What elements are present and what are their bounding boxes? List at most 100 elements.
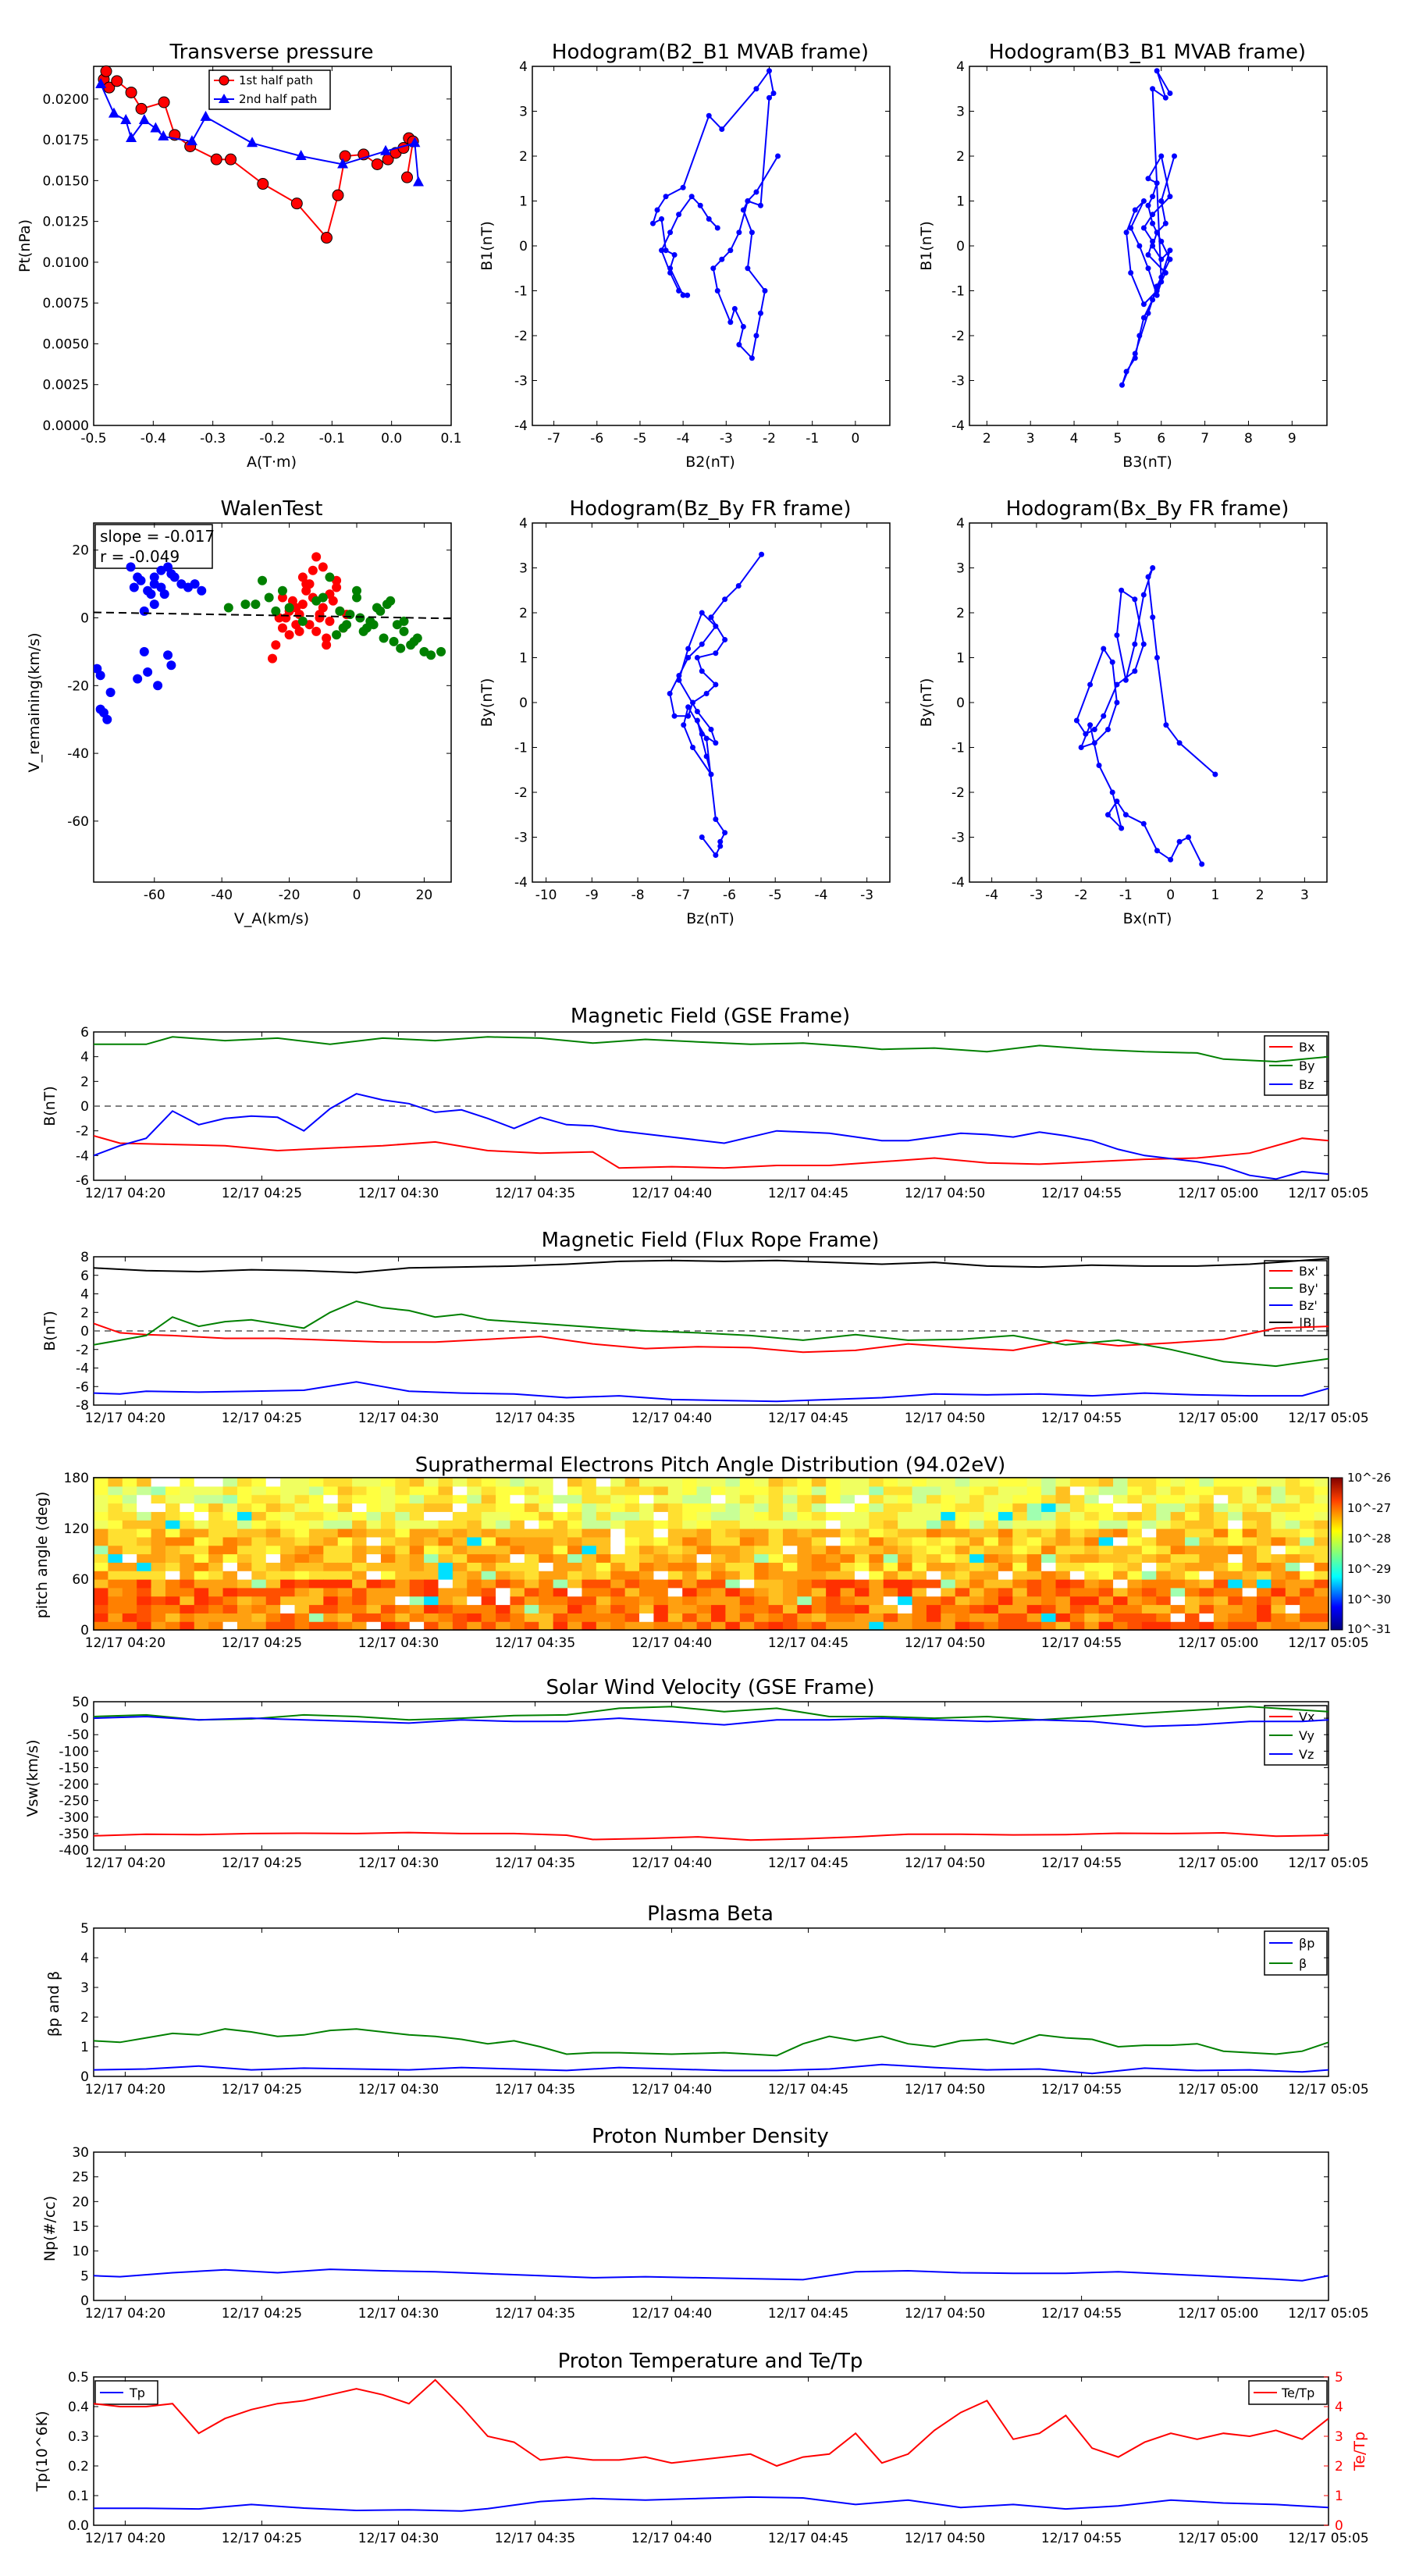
pad-cell [1041,1503,1057,1512]
pad-cell [337,1485,353,1496]
pad-cell [1257,1494,1272,1504]
hodo_b3b1-point [1123,368,1129,375]
tp-ytick-label-5: 0.5 [68,2370,89,2386]
pad-cell [1113,1494,1129,1504]
hodo_b3b1-xtick-label-0: 2 [983,431,991,447]
pad-cell [180,1613,195,1622]
pad-cell [955,1536,970,1546]
mag_fr-ytick-label-8: 8 [80,1250,89,1265]
pad-cell [711,1478,726,1487]
pad-cell [151,1528,166,1538]
pad-cell [1026,1520,1042,1529]
pad-cell [711,1528,726,1538]
pad-cell [811,1478,827,1487]
hodo_bzby-point [713,817,719,822]
pad-cell [108,1520,123,1529]
hodo_bxby-path [1076,568,1216,865]
hodo_bzby-point [722,596,728,603]
pad-cell [639,1562,655,1571]
pad-cell [840,1536,855,1546]
pad-cell [1285,1485,1300,1496]
pad-cell [366,1478,382,1487]
pad-cell [582,1520,597,1529]
hodo_b2b1-point [727,247,734,254]
pad-cell [1098,1587,1114,1597]
pt-ytick-label-4: 0.0100 [43,255,89,271]
pad-cell [768,1587,784,1597]
hodo_b3b1-point [1167,91,1173,96]
vsw-xtick-label-9: 12/17 05:05 [1288,1856,1368,1871]
pad-cell [294,1485,310,1496]
pad-cell [1098,1503,1114,1512]
pad-cell [768,1613,784,1622]
pad-cell [869,1511,884,1521]
pad-cell [1300,1587,1315,1597]
pad-cell [524,1571,539,1580]
hodo_bzby-point [694,717,700,724]
pad-cell [1314,1621,1329,1631]
pad-cell [797,1579,813,1589]
ylabel-np: Np(#/cc) [41,2196,59,2261]
pad-xtick-label-8: 12/17 05:00 [1178,1635,1258,1651]
title-vsw: Solar Wind Velocity (GSE Frame) [546,1676,874,1699]
pad-cell [998,1478,1013,1487]
pad-cell [1069,1520,1085,1529]
pad-cell [1055,1485,1071,1496]
pad-cell [352,1520,368,1529]
pad-cell [624,1503,640,1512]
pad-cell [94,1545,108,1555]
pad-cell [811,1562,827,1571]
pad-cell [826,1596,841,1606]
pad-cell [1213,1604,1229,1614]
title-beta: Plasma Beta [647,1902,774,1926]
pad-cell [998,1604,1013,1614]
pad-cell [969,1579,985,1589]
pad-cell [912,1621,927,1631]
pad-cell [898,1613,913,1622]
walen-point-green [382,600,392,610]
pad-xtick-label-3: 12/17 04:35 [495,1635,575,1651]
pad-cell [1257,1485,1272,1496]
pad-cell [553,1520,568,1529]
pad-cell [108,1478,123,1487]
pad-cell [510,1562,525,1571]
pad-cell [1012,1553,1028,1563]
walen-point-green [251,600,261,610]
pad-cell [1141,1536,1157,1546]
pad-cell [1271,1579,1286,1589]
pad-cell [739,1478,755,1487]
pad-cell [768,1511,784,1521]
pad-cell [725,1613,741,1622]
pt-ytick-label-1: 0.0025 [43,378,89,393]
pad-cell [782,1520,798,1529]
hodo_bzby-point [699,610,705,616]
pad-cell [424,1553,439,1563]
mag_gse-xtick-label-0: 12/17 04:20 [85,1186,165,1201]
hodo_bxby-point [1140,641,1147,647]
pad-cell [352,1478,368,1487]
pad-cell [1271,1562,1286,1571]
pad-cell [1127,1571,1143,1580]
hodo_bzby-point [690,699,696,706]
pad-cell [94,1562,108,1571]
pad-cell [1113,1621,1129,1631]
pad-cell [165,1579,180,1589]
pad-cell [1055,1520,1071,1529]
pad-cell [510,1494,525,1504]
pad-cell [725,1545,741,1555]
pad-cell [898,1536,913,1546]
pad-cell [941,1494,956,1504]
pad-cell [826,1621,841,1631]
pad-cell [797,1528,813,1538]
walen-point-green [277,585,287,596]
pad-cell [582,1528,597,1538]
pad-cell [108,1604,123,1614]
hodo_bxby-point [1168,856,1174,863]
pad-cell [969,1511,985,1521]
pad-cell [481,1579,496,1589]
pad-cell [926,1503,941,1512]
pad-cell [122,1503,137,1512]
pad-cell [265,1528,281,1538]
pad-cell [251,1571,267,1580]
pad-cell [337,1571,353,1580]
